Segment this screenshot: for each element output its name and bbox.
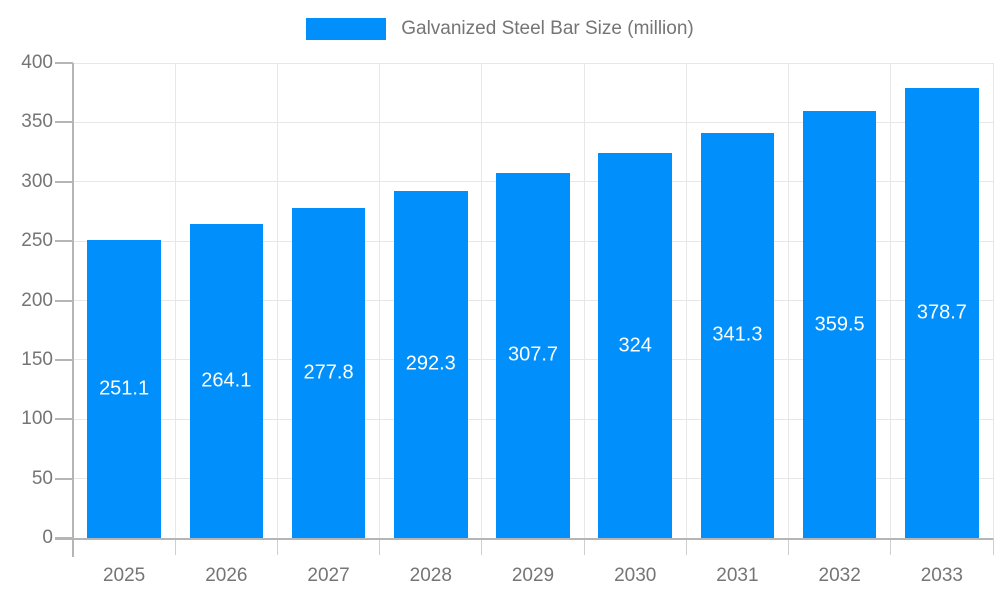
x-gridline [174,63,176,538]
legend-swatch-icon [306,18,387,40]
x-tick-label: 2031 [716,565,759,586]
x-gridline [276,63,278,538]
y-tick-label: 100 [21,408,53,430]
x-axis-tick [992,538,994,555]
y-tick-label: 50 [31,467,53,489]
x-gridline [992,63,994,538]
y-axis-tick [55,358,73,361]
x-axis-tick [583,538,585,555]
x-gridline [481,63,483,538]
x-axis-tick [276,538,278,555]
x-axis-tick [379,538,381,555]
x-axis-line [55,538,993,540]
x-tick-label: 2026 [205,565,248,586]
x-tick-label: 2027 [307,565,350,586]
bar[interactable] [393,190,468,538]
bar[interactable] [598,153,673,538]
y-axis-tick [55,477,73,480]
x-tick-label: 2025 [102,565,146,586]
x-gridline [685,63,687,538]
y-tick-label: 300 [21,170,53,192]
x-tick-label: 2029 [511,565,555,586]
x-gridline [788,63,790,538]
x-axis-tick [788,538,790,555]
x-tick-label: 2030 [614,565,657,586]
bar[interactable] [87,239,161,538]
x-axis-tick [685,538,687,555]
y-tick-label: 400 [21,52,53,73]
x-tick-label: 2032 [818,565,861,586]
y-tick-label: 150 [21,348,53,370]
y-tick-label: 350 [21,111,53,133]
legend-label: Galvanized Steel Bar Size (million) [401,18,694,39]
y-tick-label: 200 [21,289,53,311]
x-tick-label: 2028 [409,565,452,586]
bar[interactable] [189,224,264,538]
x-axis-tick [890,538,892,555]
y-tick-label: 0 [42,527,53,548]
legend-item[interactable]: Galvanized Steel Bar Size (million) [0,18,1000,40]
y-axis-tick [55,418,73,421]
x-axis-tick [481,538,483,555]
bar[interactable] [496,172,570,538]
y-tick-label: 250 [21,230,53,252]
x-axis-tick [174,538,176,555]
x-gridline [890,63,892,538]
bar[interactable] [802,111,877,538]
x-gridline [379,63,381,538]
bar[interactable] [291,208,366,538]
y-axis-line [72,63,74,557]
y-axis-tick [55,180,73,183]
y-axis-tick [55,62,73,64]
y-axis-tick [55,299,73,302]
y-axis-tick [55,121,73,124]
y-gridline [73,62,993,64]
x-tick-label: 2033 [920,565,964,586]
bar[interactable] [905,88,979,538]
y-axis-tick [55,240,73,243]
bar[interactable] [700,132,775,538]
y-gridline [73,121,993,123]
x-gridline [583,63,585,538]
